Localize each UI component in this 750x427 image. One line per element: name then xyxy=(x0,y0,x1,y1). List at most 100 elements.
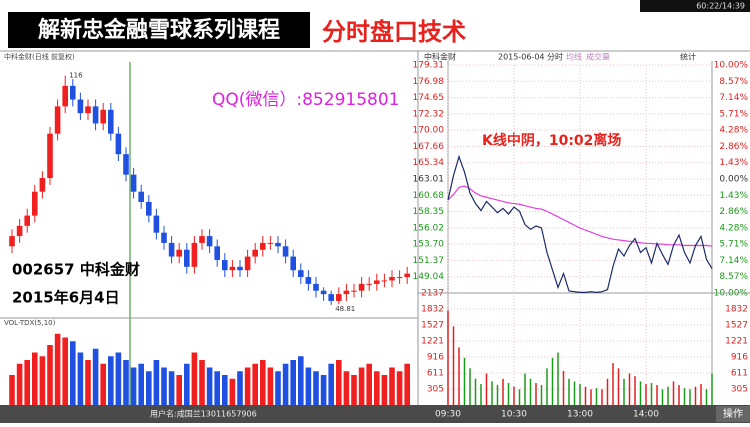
candle-body xyxy=(92,106,99,124)
volume-bar xyxy=(47,345,53,405)
candle-body xyxy=(32,191,38,216)
candle-body xyxy=(244,256,251,271)
average-line xyxy=(447,185,713,247)
volume-bar xyxy=(313,371,319,405)
candle-body xyxy=(396,277,403,279)
volume-bar xyxy=(222,375,228,405)
volume-bar xyxy=(24,360,30,405)
daily-header: 中科金财(日线 前复权) xyxy=(4,52,75,61)
candle-body xyxy=(328,294,334,301)
candle-body xyxy=(237,266,243,271)
qq-overlay: QQ(微信）:852915801 xyxy=(212,90,399,110)
action-button-label[interactable]: 操作 xyxy=(723,407,743,420)
volume-bar xyxy=(77,352,84,405)
volume-tick-label: 611 xyxy=(731,368,748,378)
candle-body xyxy=(351,290,357,292)
price-tick-label: 163.01 xyxy=(413,175,445,185)
candle-body xyxy=(267,242,274,244)
pct-tick-label: 8.57% xyxy=(719,272,748,282)
candle-body xyxy=(16,225,23,237)
pct-tick-label: 10.00% xyxy=(714,61,749,71)
volume-bar xyxy=(358,367,365,405)
price-tick-label: 153.70 xyxy=(413,240,445,250)
candle-body xyxy=(161,232,167,243)
volume-bar xyxy=(206,367,213,405)
candle-body xyxy=(108,109,114,134)
volume-bar xyxy=(404,363,410,405)
volume-bar xyxy=(366,363,372,405)
price-tick-label: 156.02 xyxy=(413,223,445,233)
time-tick-label: 09:30 xyxy=(435,410,461,420)
volume-bar xyxy=(199,360,205,405)
volume-bar xyxy=(153,360,160,405)
volume-bar xyxy=(115,352,122,405)
volume-bar xyxy=(168,371,175,405)
candle-body xyxy=(305,277,312,284)
candle-body xyxy=(138,191,144,202)
candle-body xyxy=(153,215,160,233)
candle-body xyxy=(381,280,388,282)
volume-bar xyxy=(381,375,388,405)
candle-body xyxy=(24,215,30,226)
volume-bar xyxy=(252,363,258,405)
pct-tick-label: 7.14% xyxy=(719,93,748,103)
candle-body xyxy=(336,294,342,301)
clock: 60:22/14:39 xyxy=(696,2,745,11)
price-line xyxy=(447,154,713,293)
pct-tick-label: 1.43% xyxy=(719,158,748,168)
volume-bar xyxy=(282,363,289,405)
pct-tick-label: 4.28% xyxy=(719,126,748,136)
volume-bar xyxy=(305,367,312,405)
candle-body xyxy=(206,236,213,247)
candle-body xyxy=(77,99,84,114)
candle-body xyxy=(70,85,76,100)
candle-body xyxy=(320,290,327,295)
volume-bar xyxy=(336,360,342,405)
candle-body xyxy=(313,283,319,291)
lesson-title: 分时盘口技术 xyxy=(322,18,466,46)
volume-bar xyxy=(389,367,395,405)
volume-bar xyxy=(176,375,182,405)
volume-bar xyxy=(32,352,38,405)
price-tick-label: 179.31 xyxy=(413,61,445,71)
price-tick-label: 160.68 xyxy=(413,191,445,201)
volume-bar xyxy=(275,371,281,405)
volume-tick-label: 1221 xyxy=(725,337,748,347)
candle-body xyxy=(115,133,122,155)
volume-bar xyxy=(54,333,61,405)
volume-bar xyxy=(351,375,357,405)
volume-bar xyxy=(290,360,296,405)
intraday-header-item: 统计 xyxy=(680,52,696,62)
volume-bar xyxy=(328,363,334,405)
candle-body xyxy=(100,109,106,124)
price-tick-label: 167.66 xyxy=(413,142,445,152)
price-tick-label: 151.37 xyxy=(413,256,445,266)
candle-body xyxy=(184,249,190,267)
volume-bar xyxy=(343,371,350,405)
price-tick-label: 165.34 xyxy=(413,158,445,168)
volume-bar xyxy=(146,371,152,405)
candle-body xyxy=(123,154,129,175)
candle-body xyxy=(260,242,266,250)
volume-tick-label: 1832 xyxy=(421,304,444,314)
stock-overlay: 002657 中科金财 xyxy=(12,261,140,279)
candle-body xyxy=(146,201,152,216)
candle-body xyxy=(168,242,175,257)
price-tick-label: 176.98 xyxy=(413,77,445,87)
price-tick-label: 174.65 xyxy=(413,93,445,103)
volume-bar xyxy=(39,356,46,405)
action-button[interactable] xyxy=(716,406,750,422)
volume-bar xyxy=(260,360,266,405)
candle-body xyxy=(199,236,205,243)
volume-bar xyxy=(229,378,236,405)
volume-bar xyxy=(161,367,167,405)
user-info: 用户名:成国兰13011657906 xyxy=(150,409,257,419)
candle-body xyxy=(62,85,68,107)
volume-bar xyxy=(70,341,76,405)
series-title: 解新忠金融雪球系列课程 xyxy=(38,17,280,43)
volume-bar xyxy=(100,363,106,405)
volume-bar xyxy=(214,371,220,405)
volume-bar xyxy=(16,363,23,405)
volume-bar xyxy=(130,367,137,405)
